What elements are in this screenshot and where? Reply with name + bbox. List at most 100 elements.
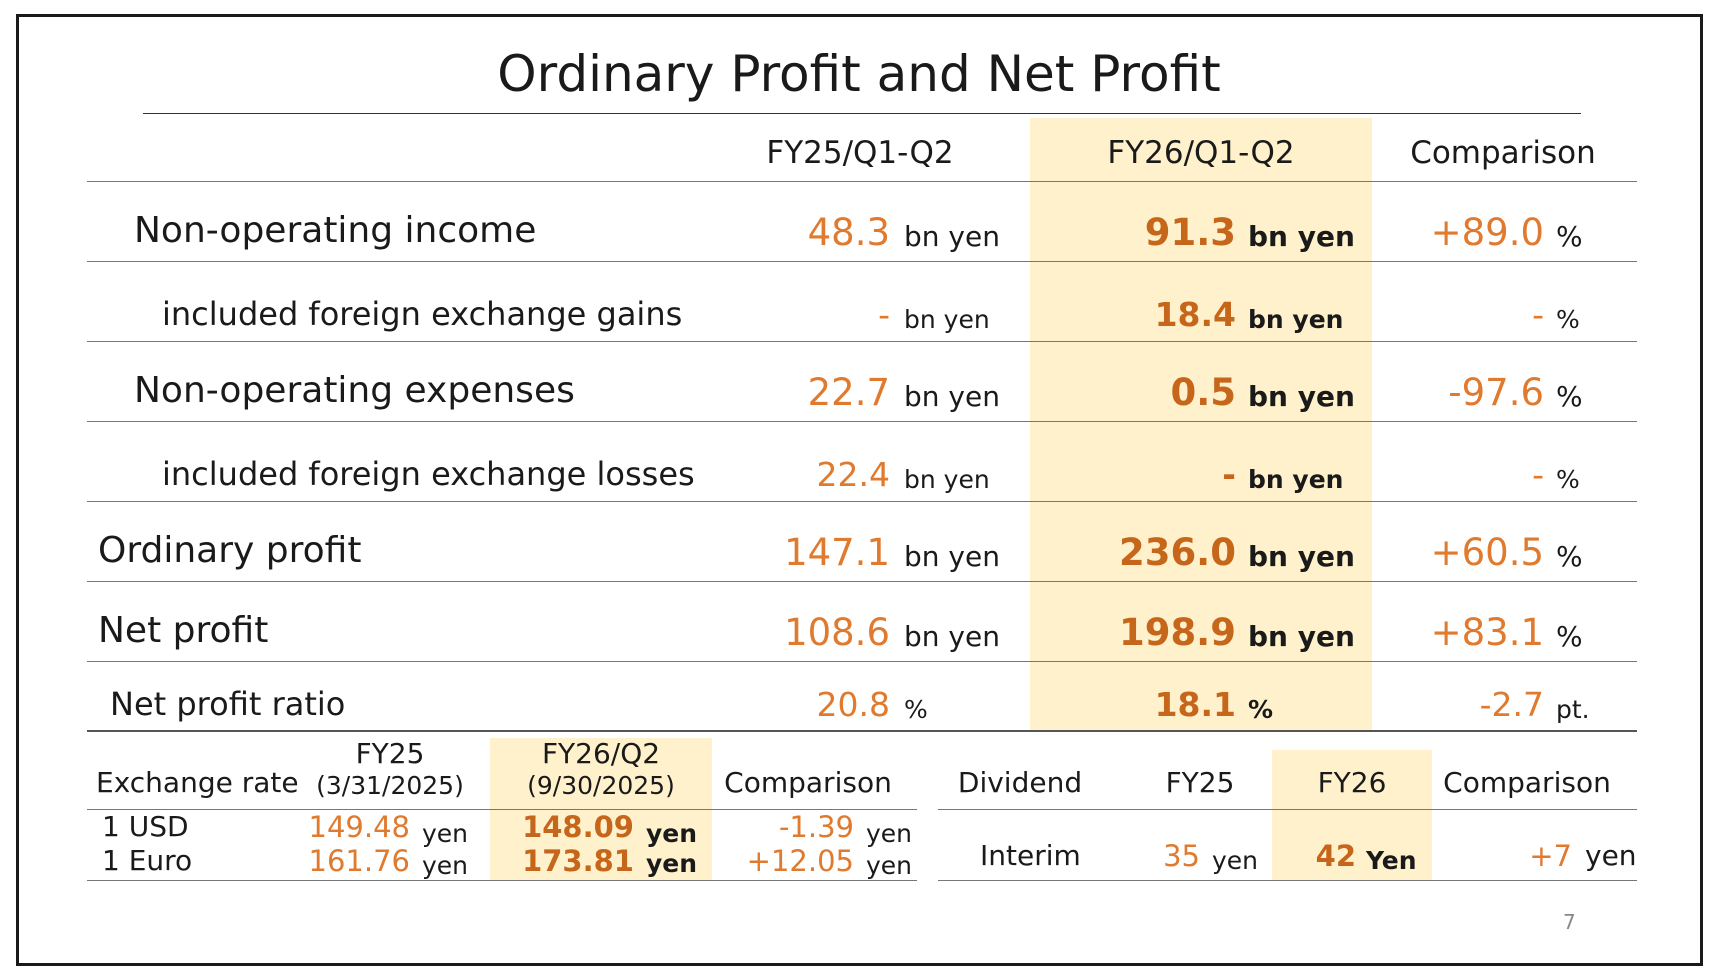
prev-unit: bn yen [904,465,990,494]
curr-value: 18.4 [1154,295,1236,334]
prev-value: 22.4 [816,455,890,494]
dividend-prev-unit: yen [1212,846,1259,875]
curr-unit: bn yen [1248,540,1355,573]
prev-unit: bn yen [904,620,1000,653]
current-period-highlight [1030,118,1372,730]
exchange-curr-head: FY26/Q2 [541,737,661,770]
curr-value: 198.9 [1118,611,1236,654]
curr-value: - [1222,455,1236,494]
exchange-comparison-unit: yen [866,819,913,848]
prev-unit: bn yen [904,305,990,334]
comparison-value: +89.0 [1430,211,1544,254]
prev-unit: bn yen [904,220,1000,253]
column-header-curr: FY26/Q1-Q2 [1107,135,1295,171]
exchange-prev-unit: yen [422,819,469,848]
dividend-comparison-unit: yen [1585,839,1637,872]
comparison-unit: % [1556,380,1583,413]
comparison-unit: % [1556,620,1583,653]
column-header-prev: FY25/Q1-Q2 [766,135,954,171]
prev-unit: % [904,695,928,724]
table-rule [87,581,1637,582]
exchange-curr-unit: yen [646,819,698,848]
curr-unit: % [1248,695,1274,724]
dividend-comparison-value: +7 [1529,839,1572,873]
comparison-unit: % [1556,465,1580,494]
exchange-prev-unit: yen [422,851,469,880]
title-underline [143,113,1581,114]
exchange-curr-unit: yen [646,849,698,878]
curr-unit: bn yen [1248,465,1344,494]
curr-unit: bn yen [1248,380,1355,413]
exchange-curr-date: (9/30/2025) [527,771,675,800]
comparison-unit: % [1556,540,1583,573]
comparison-value: - [1532,455,1544,494]
prev-value: - [878,295,890,334]
comparison-value: - [1532,295,1544,334]
exchange-prev-value: 161.76 [308,844,410,878]
dividend-curr-head: FY26 [1317,766,1387,799]
exchange-row-euro: 1 Euro [102,844,193,877]
column-header-comparison: Comparison [1410,135,1596,171]
exchange-comparison-value: -1.39 [778,810,854,844]
dividend-curr-unit: Yen [1366,846,1417,875]
dividend-prev-value: 35 [1163,839,1200,873]
table-rule [87,421,1637,422]
comparison-value: -97.6 [1448,371,1544,414]
table-rule [87,341,1637,342]
exchange-prev-date: (3/31/2025) [316,771,464,800]
dividend-row-interim: Interim [980,839,1081,872]
curr-unit: bn yen [1248,305,1344,334]
dividend-label: Dividend [957,766,1083,799]
dividend-current-highlight [1272,750,1432,880]
exchange-prev-head: FY25 [355,737,425,770]
table-rule [87,501,1637,502]
curr-unit: bn yen [1248,620,1355,653]
table-rule [87,181,1637,182]
comparison-unit: pt. [1556,695,1590,724]
row-label-fx-losses: included foreign exchange losses [162,455,695,493]
row-label-net-profit: Net profit [98,610,269,651]
prev-value: 147.1 [784,531,890,574]
comparison-unit: % [1556,220,1583,253]
curr-value: 18.1 [1154,685,1236,724]
dividend-curr-value: 42 [1315,839,1356,873]
page-number: 7 [1563,910,1576,934]
curr-value: 0.5 [1170,371,1236,414]
prev-value: 108.6 [784,611,890,654]
table-rule [87,730,1637,732]
exchange-rate-label: Exchange rate [96,766,299,799]
slide-frame [16,14,1703,966]
exchange-comparison-unit: yen [866,851,913,880]
exchange-comparison-head: Comparison [724,766,892,799]
curr-value: 91.3 [1144,211,1236,254]
row-label-non-operating-expenses: Non-operating expenses [134,370,575,411]
exchange-rule [87,880,917,881]
exchange-prev-value: 149.48 [308,810,410,844]
dividend-comparison-head: Comparison [1443,766,1611,799]
exchange-rule [87,809,917,810]
page-title: Ordinary Profit and Net Profit [497,45,1221,103]
comparison-value: +83.1 [1430,611,1544,654]
exchange-curr-value: 173.81 [522,844,634,878]
prev-unit: bn yen [904,380,1000,413]
row-label-net-profit-ratio: Net profit ratio [110,685,346,723]
prev-value: 22.7 [807,371,890,414]
row-label-ordinary-profit: Ordinary profit [98,530,362,571]
curr-value: 236.0 [1118,531,1236,574]
table-rule [87,661,1637,662]
row-label-fx-gains: included foreign exchange gains [162,295,683,333]
comparison-value: -2.7 [1479,685,1544,724]
exchange-row-usd: 1 USD [102,810,189,843]
dividend-prev-head: FY25 [1165,766,1235,799]
exchange-curr-value: 148.09 [522,810,634,844]
dividend-rule [938,809,1637,810]
prev-value: 20.8 [816,685,890,724]
exchange-comparison-value: +12.05 [746,844,854,878]
prev-unit: bn yen [904,540,1000,573]
curr-unit: bn yen [1248,220,1355,253]
table-rule [87,261,1637,262]
dividend-rule [938,880,1637,881]
comparison-value: +60.5 [1430,531,1544,574]
prev-value: 48.3 [807,211,890,254]
comparison-unit: % [1556,305,1580,334]
